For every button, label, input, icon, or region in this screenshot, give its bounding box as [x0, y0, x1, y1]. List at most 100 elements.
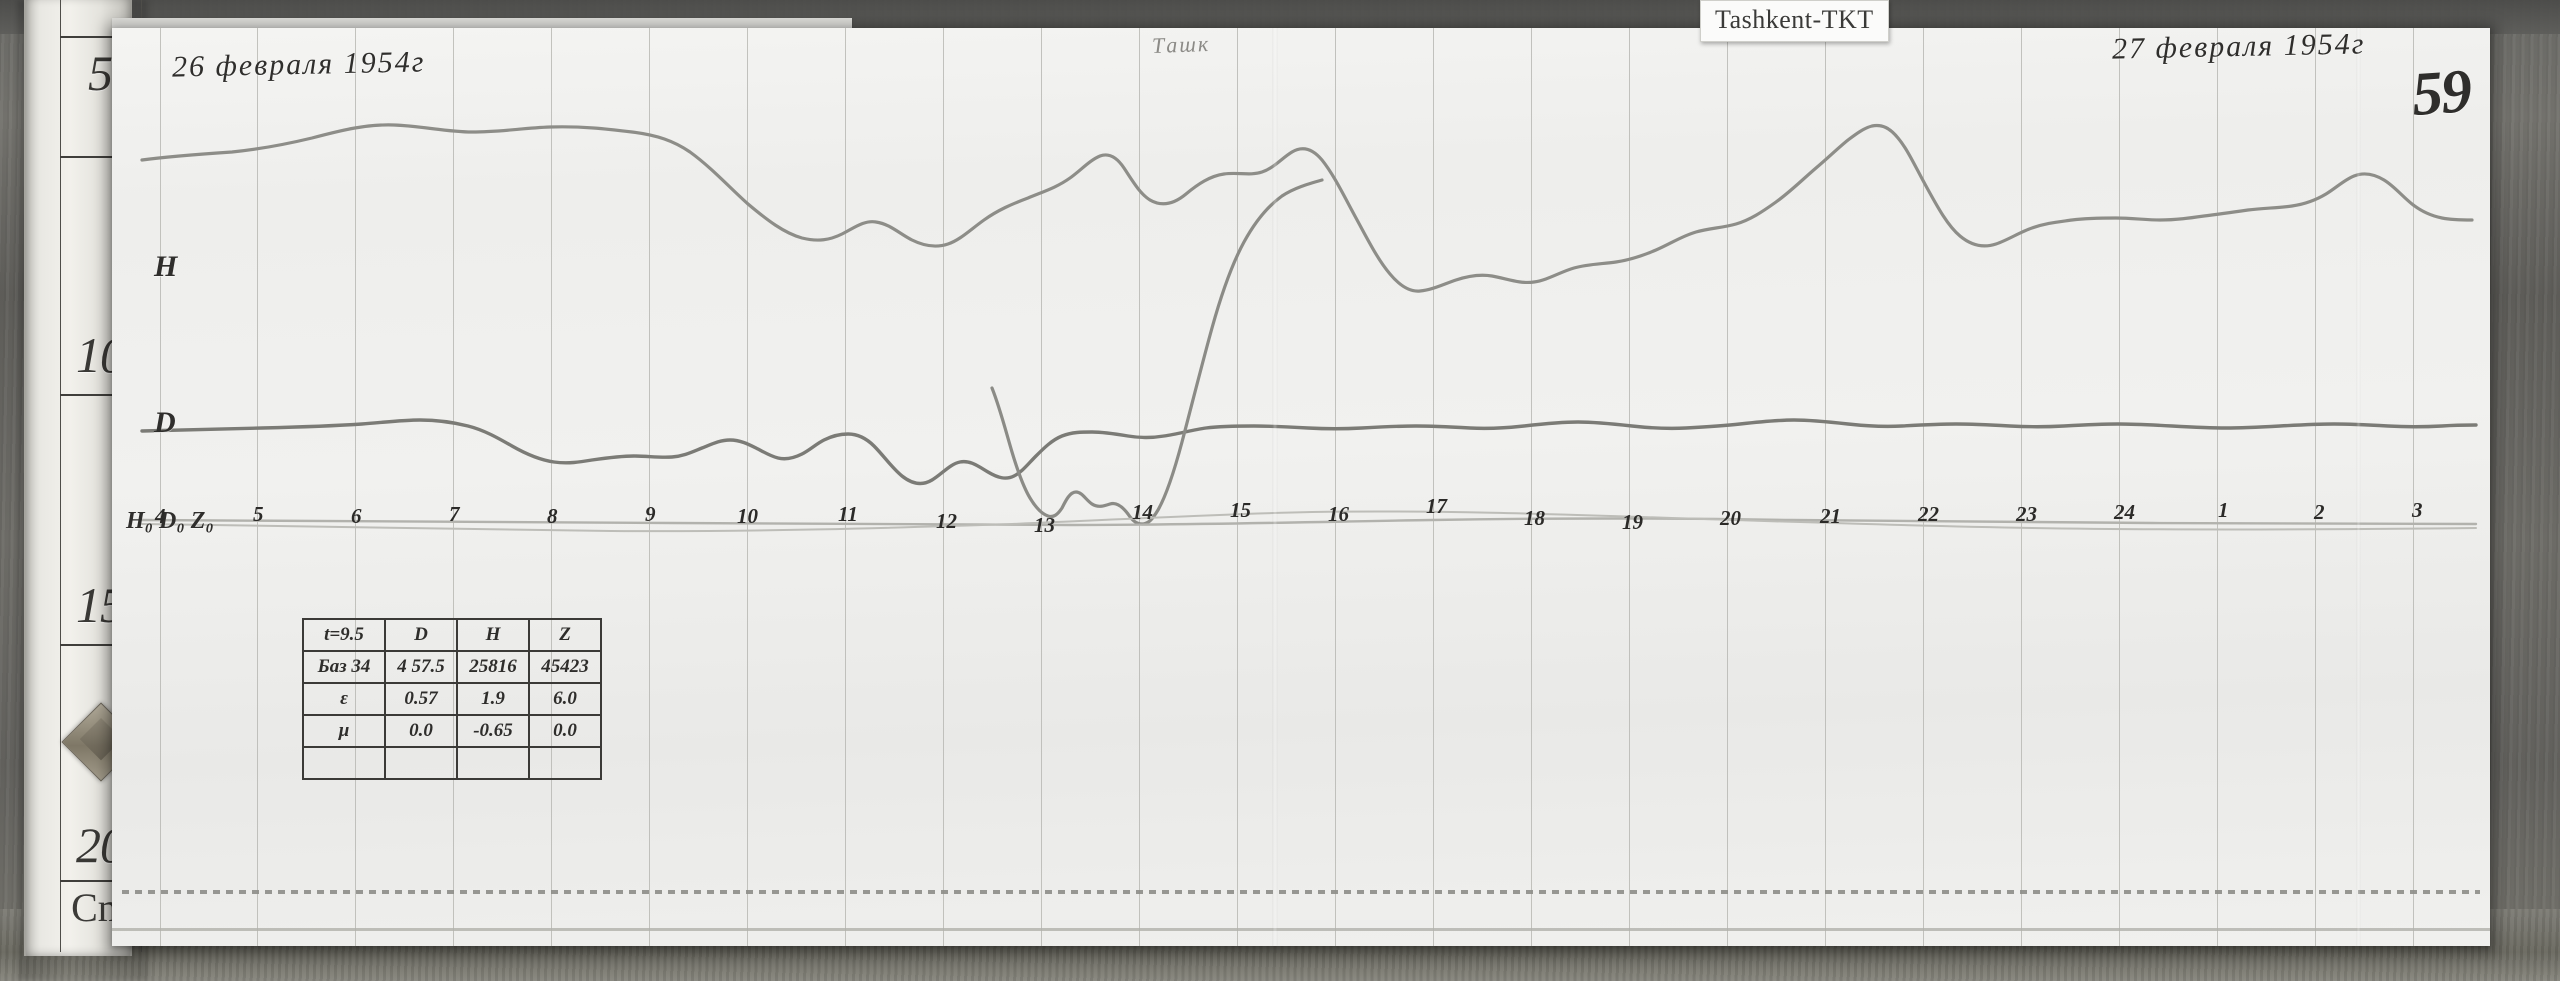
table-header-row: t=9.5 D H Z [302, 618, 602, 652]
x-tick-3: 3 [2412, 498, 2423, 522]
table-header-H: H [456, 618, 530, 652]
table-cell-label: Баз 34 [302, 650, 386, 684]
x-tick-14: 14 [1132, 500, 1153, 524]
trace-plot [140, 123, 2478, 533]
grid-line [257, 28, 258, 946]
table-row: ε 0.57 1.9 6.0 [302, 682, 602, 716]
grid-line [1629, 28, 1630, 946]
table-cell-z: 6.0 [528, 682, 602, 716]
station-name: Tashkent-TKT [1715, 5, 1874, 34]
measurement-table: t=9.5 D H Z Баз 34 4 57.5 25816 45423 ε … [302, 618, 602, 780]
x-tick-13: 13 [1034, 513, 1055, 537]
grid-line [747, 28, 748, 946]
table-cell-h [456, 746, 530, 780]
trace-label-baseline: Н₀ D₀ Z₀ [126, 508, 214, 534]
trace-D [140, 418, 2478, 486]
table-row: μ 0.0 -0.65 0.0 [302, 714, 602, 748]
table-cell-h: -0.65 [456, 714, 530, 748]
grid-line [453, 28, 454, 946]
x-tick-12: 12 [936, 509, 957, 533]
grid-line [1237, 28, 1238, 946]
table-cell-h: 25816 [456, 650, 530, 684]
x-tick-10: 10 [737, 504, 758, 528]
x-tick-8: 8 [547, 504, 558, 528]
table-row [302, 746, 602, 780]
grid-line [2413, 28, 2414, 946]
date-annotation-left: 26 февраля 1954г [171, 45, 426, 84]
station-sticky-label: Tashkent-TKT [1700, 0, 1889, 42]
sheet-number: 59 [2409, 57, 2473, 129]
grid-line [649, 28, 650, 946]
grid-line [1825, 28, 1826, 946]
grid-line [551, 28, 552, 946]
x-tick-15: 15 [1230, 498, 1251, 522]
trace-H [140, 123, 2474, 293]
grid-line [1041, 28, 1042, 946]
x-tick-1: 1 [2218, 498, 2229, 522]
paper-crease [2356, 28, 2361, 946]
table-cell-label [302, 746, 386, 780]
ruler-tick [60, 880, 140, 882]
table-cell-z [528, 746, 602, 780]
grid-line [845, 28, 846, 946]
grid-line [2021, 28, 2022, 946]
grid-line [1139, 28, 1140, 946]
x-tick-2: 2 [2314, 500, 2325, 524]
trace-Z-baseline [140, 517, 2478, 527]
ruler-tick [60, 644, 140, 646]
center-scribble: Tашк [1151, 30, 1211, 59]
grid-line [1433, 28, 1434, 946]
ruler-tick [60, 156, 140, 158]
grid-line [1531, 28, 1532, 946]
grid-line [355, 28, 356, 946]
table-cell-label: μ [302, 714, 386, 748]
trace-label-H: H [154, 250, 178, 283]
x-tick-17: 17 [1426, 494, 1447, 518]
date-annotation-right: 27 февраля 1954г [2111, 27, 2366, 66]
trace-Z-secondary [141, 510, 2477, 533]
ruler-tick [60, 36, 140, 38]
grid-line [2119, 28, 2120, 946]
x-tick-5: 5 [253, 502, 264, 526]
x-tick-9: 9 [645, 502, 656, 526]
grid-line [1727, 28, 1728, 946]
paper-bottom-rule [112, 928, 2490, 931]
grid-line [1335, 28, 1336, 946]
table-cell-z: 45423 [528, 650, 602, 684]
x-tick-19: 19 [1622, 510, 1643, 534]
table-cell-h: 1.9 [456, 682, 530, 716]
table-row: Баз 34 4 57.5 25816 45423 [302, 650, 602, 684]
grid-line [160, 28, 161, 946]
table-header-D: D [384, 618, 458, 652]
x-tick-20: 20 [1720, 506, 1741, 530]
magnetogram-paper: H D Н₀ D₀ Z₀ 4 5 6 7 8 9 10 11 12 13 14 … [112, 27, 2490, 946]
grid-line [2217, 28, 2218, 946]
x-tick-6: 6 [351, 504, 362, 528]
x-tick-11: 11 [838, 502, 858, 526]
x-tick-7: 7 [449, 502, 460, 526]
table-cell-label: ε [302, 682, 386, 716]
ruler-tick [60, 394, 140, 396]
x-tick-18: 18 [1524, 506, 1545, 530]
grid-line [943, 28, 944, 946]
trace-label-D: D [154, 406, 176, 439]
table-header-t: t=9.5 [302, 618, 386, 652]
table-cell-z: 0.0 [528, 714, 602, 748]
x-tick-4: 4 [155, 504, 166, 528]
grid-line [1923, 28, 1924, 946]
table-cell-d: 0.0 [384, 714, 458, 748]
x-tick-16: 16 [1328, 502, 1349, 526]
x-tick-22: 22 [1918, 502, 1939, 526]
table-header-Z: Z [528, 618, 602, 652]
grid-line [2315, 28, 2316, 946]
trace-D-disturbance [990, 178, 1324, 526]
paper-crease [1272, 28, 1278, 946]
ruler-mark-5: 5 [88, 45, 113, 101]
table-cell-d [384, 746, 458, 780]
x-tick-24: 24 [2114, 500, 2135, 524]
table-cell-d: 4 57.5 [384, 650, 458, 684]
x-tick-23: 23 [2016, 502, 2037, 526]
timing-dash-bar [122, 890, 2480, 894]
x-tick-21: 21 [1820, 504, 1841, 528]
